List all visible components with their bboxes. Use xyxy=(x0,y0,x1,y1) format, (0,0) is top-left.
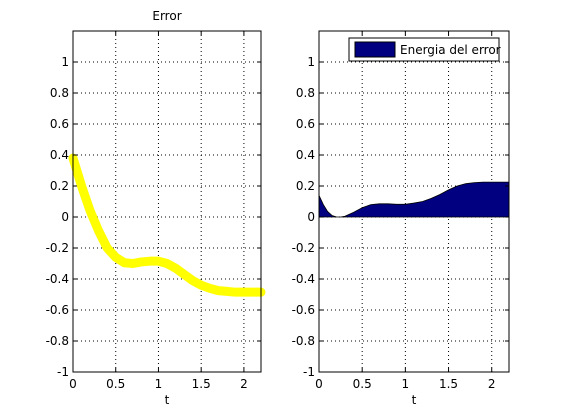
y-tick-label: -0.6 xyxy=(46,303,69,317)
x-tick-label: 1.5 xyxy=(439,377,458,391)
x-tick-label: 1 xyxy=(155,377,163,391)
y-tick-label: 0 xyxy=(307,210,315,224)
y-tick-label: -0.4 xyxy=(46,272,69,286)
error-title: Error xyxy=(152,9,181,23)
legend-swatch xyxy=(354,41,396,58)
y-tick-label: 0.4 xyxy=(50,148,69,162)
y-tick-label: -1 xyxy=(303,365,315,379)
x-tick-label: 0 xyxy=(69,377,77,391)
y-tick-label: 1 xyxy=(307,55,315,69)
error-series xyxy=(68,153,266,297)
y-tick-label: 0.8 xyxy=(296,86,315,100)
x-tick-label: 0.5 xyxy=(353,377,372,391)
y-tick-label: -0.8 xyxy=(46,334,69,348)
x-tick-label: 2 xyxy=(240,377,248,391)
error-grid xyxy=(73,31,261,372)
y-tick-label: -1 xyxy=(57,365,69,379)
energy-xlabel: t xyxy=(412,393,417,407)
energy-subplot: 0 0.5 1 1.5 2 -1 -0.8 -0.6 -0.4 -0.2 0 0.2 0.4 0.6 0.… xyxy=(292,30,510,407)
energy-legend: Energia del error xyxy=(348,37,501,62)
energy-grid xyxy=(319,31,509,372)
x-tick-label: 0.5 xyxy=(106,377,125,391)
energy-x-tick-labels: 0 0.5 1 1.5 2 xyxy=(315,377,495,391)
energy-axes-frame xyxy=(318,30,510,373)
y-tick-label: -0.2 xyxy=(292,241,315,255)
error-axes-background xyxy=(73,31,261,372)
y-tick-label: 0.6 xyxy=(50,117,69,131)
y-tick-label: -0.8 xyxy=(292,334,315,348)
error-y-tick-labels: -1 -0.8 -0.6 -0.4 -0.2 0 0.2 0.4 0.6 0.8 1 xyxy=(46,55,69,379)
y-tick-label: -0.4 xyxy=(292,272,315,286)
energy-series-area xyxy=(318,181,510,218)
error-xlabel: t xyxy=(165,393,170,407)
y-tick-label: -0.6 xyxy=(292,303,315,317)
y-tick-label: 0 xyxy=(61,210,69,224)
y-tick-label: 0.6 xyxy=(296,117,315,131)
y-tick-label: 0.2 xyxy=(296,179,315,193)
x-tick-label: 1.5 xyxy=(192,377,211,391)
y-tick-label: -0.2 xyxy=(46,241,69,255)
energy-y-tick-labels: -1 -0.8 -0.6 -0.4 -0.2 0 0.2 0.4 0.6 0.8 1 xyxy=(292,55,315,379)
y-tick-label: 1 xyxy=(61,55,69,69)
x-tick-label: 1 xyxy=(402,377,410,391)
y-tick-label: 0.2 xyxy=(50,179,69,193)
y-tick-label: 0.4 xyxy=(296,148,315,162)
energy-ticks xyxy=(318,31,509,373)
x-tick-label: 0 xyxy=(315,377,323,391)
legend-label: Energia del error xyxy=(400,43,501,57)
error-axes-frame xyxy=(72,30,262,373)
error-series-line xyxy=(68,153,266,297)
x-tick-label: 2 xyxy=(488,377,496,391)
energy-series xyxy=(318,181,510,218)
error-subplot: 0 0.5 1 1.5 2 -1 -0.8 -0.6 -0.4 -0.2 0 0.2 0.4 0.6 0.… xyxy=(46,9,266,407)
y-tick-label: 0.8 xyxy=(50,86,69,100)
error-x-tick-labels: 0 0.5 1 1.5 2 xyxy=(69,377,248,391)
error-ticks xyxy=(72,31,261,373)
